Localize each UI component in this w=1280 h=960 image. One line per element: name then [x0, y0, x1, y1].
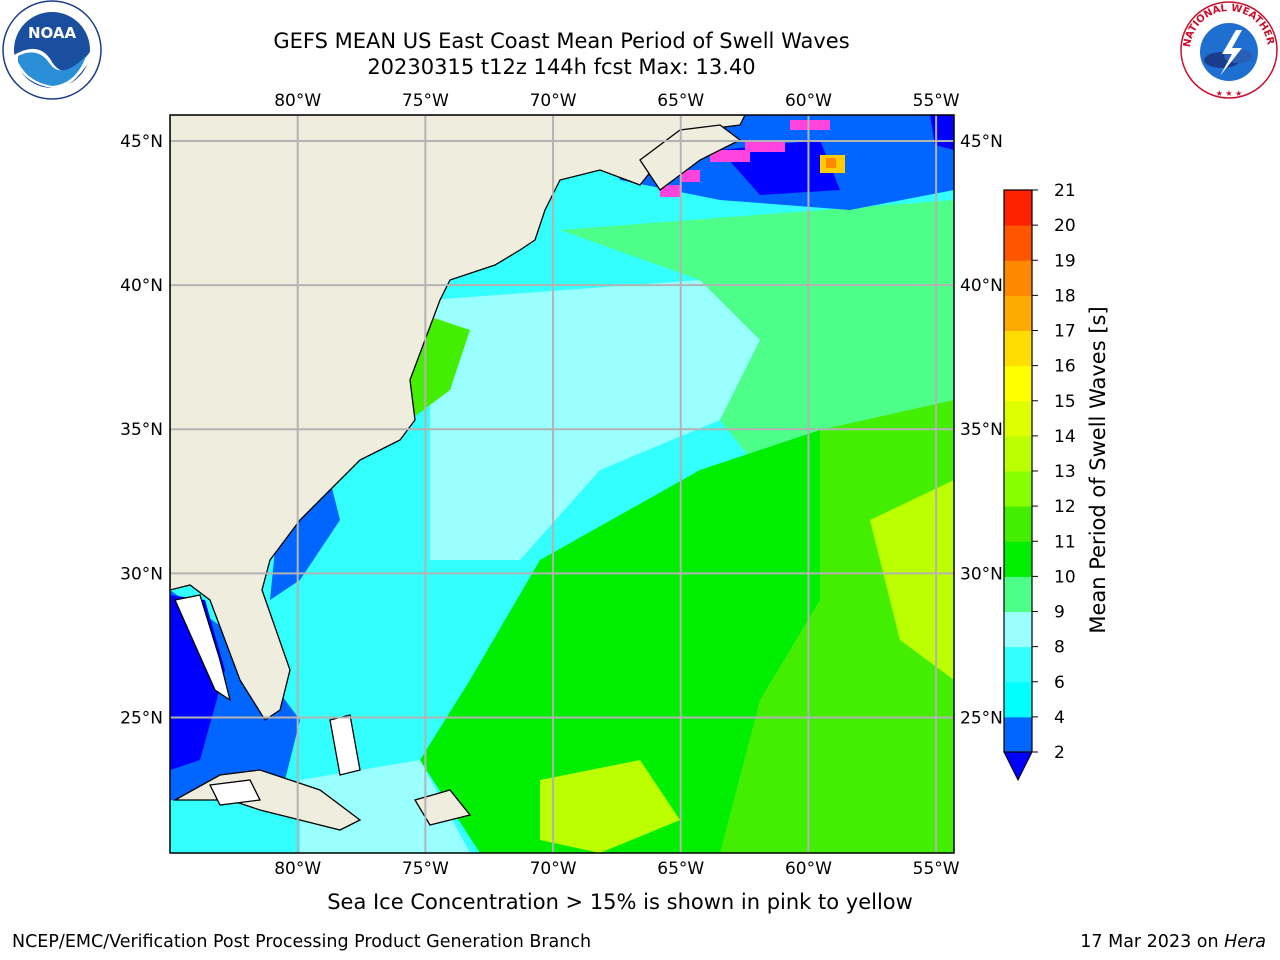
colorbar-tick-label: 17 — [1054, 322, 1076, 342]
colorbar-tick-label: 20 — [1054, 216, 1076, 236]
colorbar-tick-label: 12 — [1054, 497, 1076, 517]
colorbar-segment — [1004, 471, 1032, 507]
axis-tick-labels: 80°W 80°W 75°W 75°W 70°W 70°W 65°W 65°W 60°W 60°W… — [120, 91, 1003, 879]
lat-label-left: 45°N — [120, 132, 163, 152]
colorbar-segment — [1004, 681, 1032, 718]
colorbar-segment — [1004, 330, 1032, 367]
footer-host: Hera — [1224, 932, 1266, 952]
nws-logo-icon: NATIONAL WEATHER SERVICE ★ ★ ★ — [1178, 0, 1278, 99]
lat-label-left: 35°N — [120, 420, 163, 440]
north-america-land — [170, 115, 746, 721]
lon-label-bottom: 55°W — [913, 859, 960, 879]
colorbar-tick-label: 11 — [1054, 532, 1076, 552]
colorbar-tick-label: 6 — [1054, 673, 1065, 693]
colorbar-tick-label: 18 — [1054, 286, 1076, 306]
colorbar-tick-label: 13 — [1054, 462, 1076, 482]
map-frame — [169, 114, 955, 854]
colorbar-segment — [1004, 365, 1032, 402]
colorbar-segment — [1004, 295, 1032, 331]
chart-title: GEFS MEAN US East Coast Mean Period of S… — [273, 29, 850, 53]
lon-label-bottom: 75°W — [402, 859, 449, 879]
svg-text:★ ★ ★: ★ ★ ★ — [1216, 89, 1243, 98]
chart-subtitle: 20230315 t12z 144h fcst Max: 13.40 — [367, 55, 756, 79]
footer-credit: NCEP/EMC/Verification Post Processing Pr… — [12, 932, 592, 952]
colorbar-segment — [1004, 541, 1032, 577]
sea-ice-note: Sea Ice Concentration > 15% is shown in … — [327, 890, 913, 914]
colorbar-segment — [1004, 611, 1032, 648]
colorbar-segment — [1004, 646, 1032, 683]
lon-label-bottom: 65°W — [657, 859, 704, 879]
swell-field-yellowgreen-south — [540, 760, 680, 853]
swell-field-caribbean-light — [300, 760, 470, 853]
colorbar-tick-label: 10 — [1054, 567, 1076, 587]
colorbar-extend-arrow — [1003, 751, 1033, 782]
lon-label-top: 55°W — [913, 91, 960, 111]
colorbar-label: Mean Period of Swell Waves [s] — [1086, 306, 1110, 633]
colorbar-tick-label: 21 — [1054, 181, 1076, 201]
lat-label-right: 35°N — [960, 420, 1003, 440]
cuba-bank — [209, 779, 261, 806]
colorbar-segment — [1004, 190, 1032, 226]
lon-label-top: 70°W — [530, 91, 577, 111]
lon-label-top: 75°W — [402, 91, 449, 111]
colorbar-tick-label: 9 — [1054, 603, 1065, 623]
colorbar: 2 4 6 8 9 10 11 12 13 14 15 16 17 18 19 20 21 — [1003, 181, 1076, 782]
colorbar-segment — [1004, 716, 1032, 753]
lon-label-bottom: 60°W — [785, 859, 832, 879]
lon-label-bottom: 80°W — [274, 859, 321, 879]
colorbar-segment — [1004, 225, 1032, 261]
lat-label-right: 25°N — [960, 709, 1003, 729]
colorbar-tick-label: 14 — [1054, 427, 1076, 447]
swell-field-yellowgreen — [870, 480, 954, 680]
noaa-logo-text: NOAA — [28, 24, 77, 42]
colorbar-tick-label: 15 — [1054, 392, 1076, 412]
lat-label-left: 40°N — [120, 276, 163, 296]
colorbar-tick-label: 8 — [1054, 638, 1065, 658]
colorbar-segment — [1004, 506, 1032, 542]
sea-ice-overlay — [660, 120, 845, 197]
colorbar-segment — [1004, 260, 1032, 296]
colorbar-tick-label: 19 — [1054, 251, 1076, 271]
lon-label-top: 65°W — [657, 91, 704, 111]
swell-field-light — [430, 280, 760, 560]
lat-label-left: 25°N — [120, 709, 163, 729]
lat-label-right: 40°N — [960, 276, 1003, 296]
footer-date: 17 Mar 2023 on — [1080, 932, 1225, 952]
lon-label-bottom: 70°W — [530, 859, 577, 879]
noaa-logo-icon: NOAA — [2, 0, 102, 100]
colorbar-segment — [1004, 400, 1032, 437]
colorbar-tick-label: 2 — [1054, 743, 1065, 763]
lat-label-left: 30°N — [120, 564, 163, 584]
lon-label-top: 60°W — [785, 91, 832, 111]
florida-bank — [174, 594, 232, 702]
lon-label-top: 80°W — [274, 91, 321, 111]
colorbar-segment — [1004, 435, 1032, 472]
footer-timestamp: 17 Mar 2023 on Hera — [1080, 932, 1266, 952]
colorbar-tick-label: 16 — [1054, 357, 1076, 377]
lat-label-right: 45°N — [960, 132, 1003, 152]
colorbar-tick-label: 4 — [1054, 708, 1065, 728]
map-plot-area — [170, 115, 954, 853]
graticule — [170, 115, 954, 853]
lat-label-right: 30°N — [960, 564, 1003, 584]
colorbar-segment — [1004, 576, 1032, 612]
